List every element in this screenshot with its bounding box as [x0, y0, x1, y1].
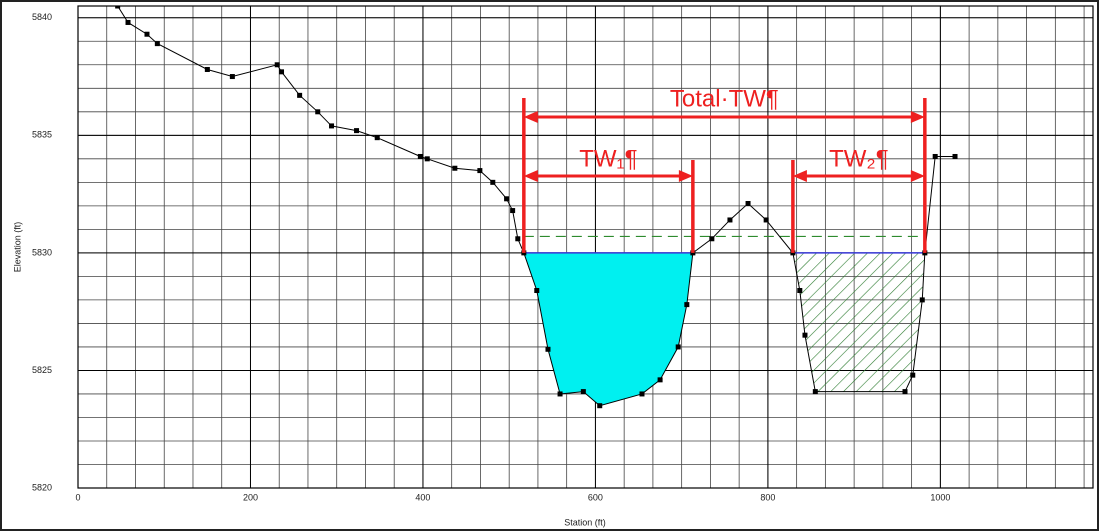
- ground-point: [639, 391, 645, 397]
- ground-point: [477, 168, 483, 174]
- tw2-arrow-head: [910, 170, 925, 182]
- annotation: TW₂¶: [829, 145, 889, 172]
- water-fill: [523, 252, 693, 406]
- ground-point: [417, 153, 423, 159]
- ground-point: [684, 302, 690, 308]
- x-tick-label: 200: [243, 492, 258, 502]
- ground-point: [115, 6, 121, 9]
- ground-point: [557, 391, 563, 397]
- tw1-arrow-head: [678, 170, 693, 182]
- x-tick-label: 800: [760, 492, 775, 502]
- y-axis-label: Elevation (ft): [12, 222, 22, 273]
- ground-point: [727, 217, 733, 223]
- water-fill-hatched: [792, 252, 925, 392]
- ground-point: [274, 62, 280, 68]
- total-width-arrow-head: [910, 111, 925, 123]
- ground-point: [504, 196, 510, 202]
- ground-point: [315, 109, 321, 115]
- ground-point: [580, 389, 586, 395]
- ground-point: [515, 236, 521, 242]
- ground-point: [932, 153, 938, 159]
- ground-point: [452, 165, 458, 171]
- ground-profile: [117, 6, 956, 407]
- ground-point: [510, 208, 516, 214]
- ground-point: [297, 92, 303, 98]
- tw2-arrow-head: [792, 170, 807, 182]
- x-axis-label: Station (ft): [564, 517, 606, 527]
- x-tick-label: 0: [75, 492, 80, 502]
- total-width-arrow-head: [523, 111, 538, 123]
- ground-point: [919, 297, 925, 303]
- ground-point: [204, 66, 210, 72]
- ground-point: [125, 19, 131, 25]
- ground-point: [802, 332, 808, 338]
- tw1-arrow-head: [523, 170, 538, 182]
- ground-point: [354, 128, 360, 134]
- ground-point: [745, 201, 751, 207]
- ground-point: [154, 41, 160, 47]
- ground-point: [797, 287, 803, 293]
- y-tick-label: 5830: [32, 247, 52, 257]
- y-tick-label: 5840: [32, 12, 52, 22]
- ground-point: [709, 236, 715, 242]
- ground-point: [763, 217, 769, 223]
- ground-point: [675, 344, 681, 350]
- plot-area: [115, 6, 958, 409]
- y-tick-label: 5835: [32, 130, 52, 140]
- annotation: TW₁¶: [579, 145, 637, 172]
- y-tick-label: 5820: [32, 482, 52, 492]
- ground-point: [229, 74, 235, 80]
- ground-point: [374, 135, 380, 141]
- ground-point: [144, 31, 150, 37]
- ground-point: [952, 153, 958, 159]
- ground-point: [279, 69, 285, 75]
- ground-point: [490, 179, 496, 185]
- ground-point: [329, 123, 335, 129]
- ground-point: [534, 287, 540, 293]
- x-tick-label: 600: [588, 492, 603, 502]
- plot-border: [77, 5, 1094, 489]
- annotation: Total·TW¶: [670, 85, 779, 112]
- x-tick-label: 1000: [930, 492, 950, 502]
- y-tick-label: 5825: [32, 365, 52, 375]
- ground-point: [424, 156, 430, 162]
- ground-point: [597, 403, 603, 409]
- ground-point: [902, 389, 908, 395]
- ground-point: [545, 346, 551, 352]
- ground-point: [812, 389, 818, 395]
- ground-point: [910, 372, 916, 378]
- ground-point: [657, 377, 663, 383]
- x-tick-label: 400: [415, 492, 430, 502]
